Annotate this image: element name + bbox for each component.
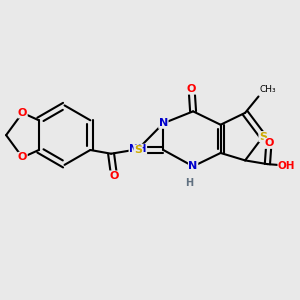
Text: O: O: [18, 152, 27, 162]
Text: N: N: [188, 161, 198, 171]
Text: S: S: [134, 145, 142, 155]
Text: CH₃: CH₃: [260, 85, 277, 94]
Text: O: O: [187, 84, 196, 94]
Text: O: O: [264, 138, 274, 148]
Text: NH: NH: [129, 144, 147, 154]
Text: O: O: [110, 171, 119, 181]
Text: O: O: [18, 108, 27, 118]
Text: H: H: [185, 178, 194, 188]
Text: S: S: [259, 132, 267, 142]
Text: OH: OH: [278, 160, 296, 171]
Text: N: N: [159, 118, 168, 128]
